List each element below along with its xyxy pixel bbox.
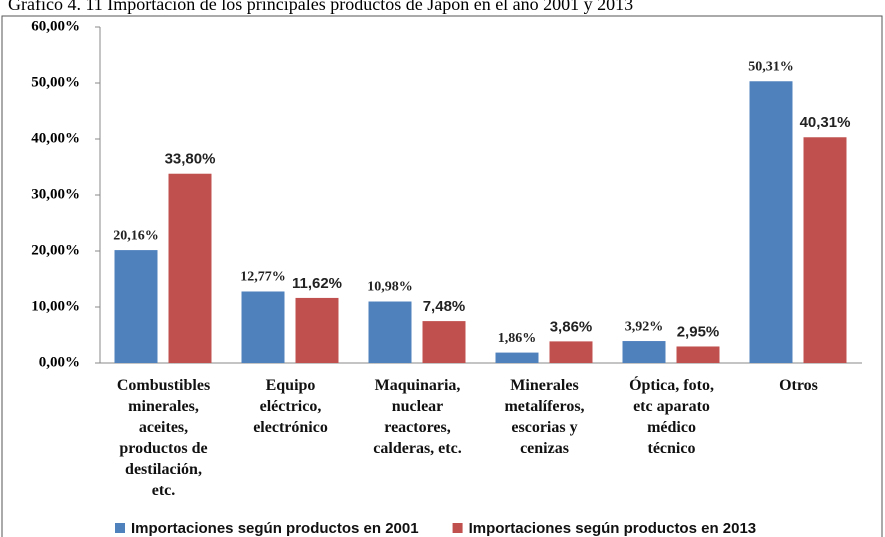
x-tick-label: Maquinaria, nuclear reactores, calderas,… [373,377,462,457]
value-label: 3,92% [625,319,664,334]
legend-label: Importaciones según productos en 2001 [131,520,419,537]
bar [749,81,793,363]
bar [803,137,847,363]
chart-title: Gráfico 4. 11 Importación de los princip… [8,0,633,14]
bar [622,341,666,363]
bar [168,173,212,363]
bar [422,321,466,363]
bar [368,301,412,363]
legend-swatch [115,523,125,533]
value-label: 11,62% [292,275,342,292]
bar [295,297,339,363]
x-tick-label: Equipo eléctrico, electrónico [253,377,328,436]
value-label: 2,95% [677,323,720,340]
legend-label: Importaciones según productos en 2013 [469,520,757,537]
x-tick-label: Óptica, foto, etc aparato médico técnico [629,377,714,457]
chart-frame [1,15,883,537]
bar [114,250,158,363]
y-tick-label: 50,00% [31,74,80,90]
value-label: 7,48% [423,298,466,315]
bar [495,352,539,363]
y-tick-label: 60,00% [31,18,80,34]
bar [241,291,285,363]
bar [676,346,720,363]
y-tick-label: 10,00% [31,298,80,314]
y-tick-label: 0,00% [39,354,80,370]
y-tick-label: 20,00% [31,242,80,258]
value-label: 12,77% [240,270,286,285]
value-label: 20,16% [113,228,159,243]
x-tick-label: Minerales metalíferos, escorias y ceniza… [504,377,585,457]
bar [549,341,593,363]
value-label: 40,31% [800,114,851,131]
y-tick-label: 40,00% [31,130,80,146]
value-label: 50,31% [748,59,794,74]
value-label: 10,98% [367,280,413,295]
value-label: 3,86% [550,318,593,335]
x-tick-label: Otros [779,377,818,394]
y-tick-label: 30,00% [31,186,80,202]
legend-swatch [452,523,463,533]
value-label: 33,80% [165,151,216,168]
x-tick-label: Combustibles minerales, aceites, product… [116,377,211,499]
value-label: 1,86% [498,331,537,346]
